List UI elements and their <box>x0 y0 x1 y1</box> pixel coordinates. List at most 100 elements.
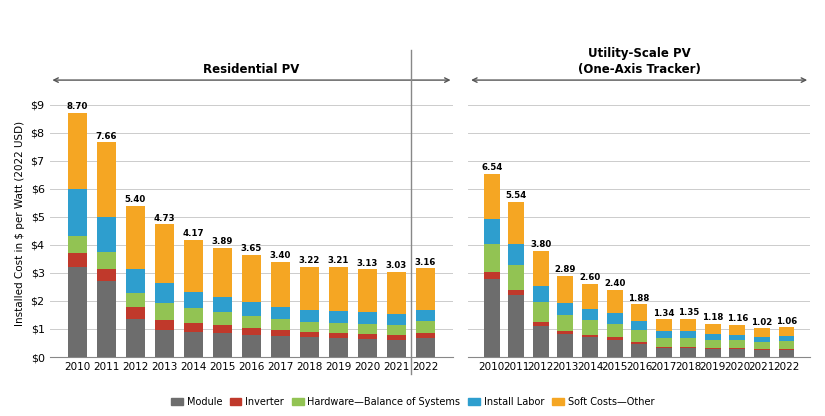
Bar <box>779 341 794 349</box>
Bar <box>483 279 500 357</box>
Bar <box>358 324 377 334</box>
Text: 3.21: 3.21 <box>328 256 349 265</box>
Bar <box>508 265 525 290</box>
Bar <box>681 319 696 331</box>
Bar <box>387 325 406 335</box>
Text: 3.22: 3.22 <box>299 256 320 265</box>
Bar <box>631 342 647 344</box>
Bar <box>754 328 770 337</box>
Bar <box>213 333 232 357</box>
Bar <box>126 319 145 357</box>
Bar <box>242 255 261 302</box>
Bar <box>213 312 232 325</box>
Bar <box>126 269 145 293</box>
Bar <box>533 286 549 302</box>
Bar <box>582 334 598 337</box>
Bar <box>705 324 721 334</box>
Bar <box>656 338 672 347</box>
Bar <box>779 349 794 350</box>
Bar <box>329 323 348 333</box>
Bar <box>300 332 319 337</box>
Bar <box>155 330 174 357</box>
Bar <box>729 324 745 334</box>
Bar <box>779 327 794 336</box>
Text: 4.73: 4.73 <box>153 214 175 223</box>
Bar <box>729 340 745 348</box>
Bar <box>387 272 406 314</box>
Bar <box>184 240 203 292</box>
Bar <box>631 321 647 330</box>
Text: 3.13: 3.13 <box>357 259 378 267</box>
Bar <box>416 268 435 310</box>
Bar <box>656 331 672 338</box>
Bar <box>582 337 598 357</box>
Bar <box>558 276 573 303</box>
Bar <box>508 290 525 295</box>
Bar <box>754 350 770 357</box>
Bar <box>606 324 623 337</box>
Bar <box>681 338 696 347</box>
Bar <box>242 334 261 357</box>
Bar <box>358 339 377 357</box>
Bar <box>705 340 721 348</box>
Bar <box>656 348 672 357</box>
Bar <box>271 319 290 330</box>
Bar <box>631 330 647 342</box>
Bar <box>242 316 261 328</box>
Text: 1.34: 1.34 <box>653 309 675 318</box>
Bar <box>681 348 696 357</box>
Text: 1.16: 1.16 <box>727 314 748 323</box>
Bar <box>606 313 623 324</box>
Bar <box>300 322 319 332</box>
Bar <box>155 225 174 283</box>
Bar <box>68 267 87 357</box>
Bar <box>533 302 549 322</box>
Bar <box>416 338 435 357</box>
Bar <box>754 337 770 342</box>
Bar <box>68 253 87 267</box>
Text: Utility-Scale PV
(One-Axis Tracker): Utility-Scale PV (One-Axis Tracker) <box>578 47 700 76</box>
Bar <box>483 272 500 279</box>
Bar <box>271 330 290 336</box>
Bar <box>631 305 647 321</box>
Text: 1.18: 1.18 <box>702 313 724 322</box>
Bar <box>184 322 203 332</box>
Text: 1.88: 1.88 <box>629 294 650 303</box>
Bar <box>582 309 598 320</box>
Bar <box>681 347 696 348</box>
Text: 3.03: 3.03 <box>386 261 408 270</box>
Bar <box>271 307 290 319</box>
Bar <box>606 290 623 313</box>
Text: 3.40: 3.40 <box>270 251 291 260</box>
Text: 6.54: 6.54 <box>481 163 502 172</box>
Bar <box>329 333 348 338</box>
Bar <box>705 348 721 349</box>
Bar <box>155 304 174 320</box>
Bar <box>656 319 672 331</box>
Text: 4.17: 4.17 <box>182 230 205 238</box>
Bar <box>508 295 525 357</box>
Bar <box>606 339 623 357</box>
Bar <box>97 217 116 253</box>
Bar <box>300 267 319 310</box>
Bar <box>656 347 672 348</box>
Text: 3.89: 3.89 <box>212 237 233 246</box>
Bar <box>155 320 174 330</box>
Text: 3.65: 3.65 <box>241 244 262 253</box>
Bar <box>754 342 770 349</box>
Text: Residential PV: Residential PV <box>203 63 299 76</box>
Bar <box>558 303 573 315</box>
Text: 7.66: 7.66 <box>96 131 117 141</box>
Bar <box>300 337 319 357</box>
Bar <box>271 262 290 307</box>
Bar <box>97 142 116 217</box>
Bar <box>416 322 435 334</box>
Bar <box>97 269 116 281</box>
Text: 2.60: 2.60 <box>579 273 601 282</box>
Text: 1.02: 1.02 <box>752 318 772 327</box>
Bar <box>271 336 290 357</box>
Bar <box>184 308 203 322</box>
Text: 2.89: 2.89 <box>554 265 576 274</box>
Bar <box>184 332 203 357</box>
Bar <box>533 322 549 326</box>
